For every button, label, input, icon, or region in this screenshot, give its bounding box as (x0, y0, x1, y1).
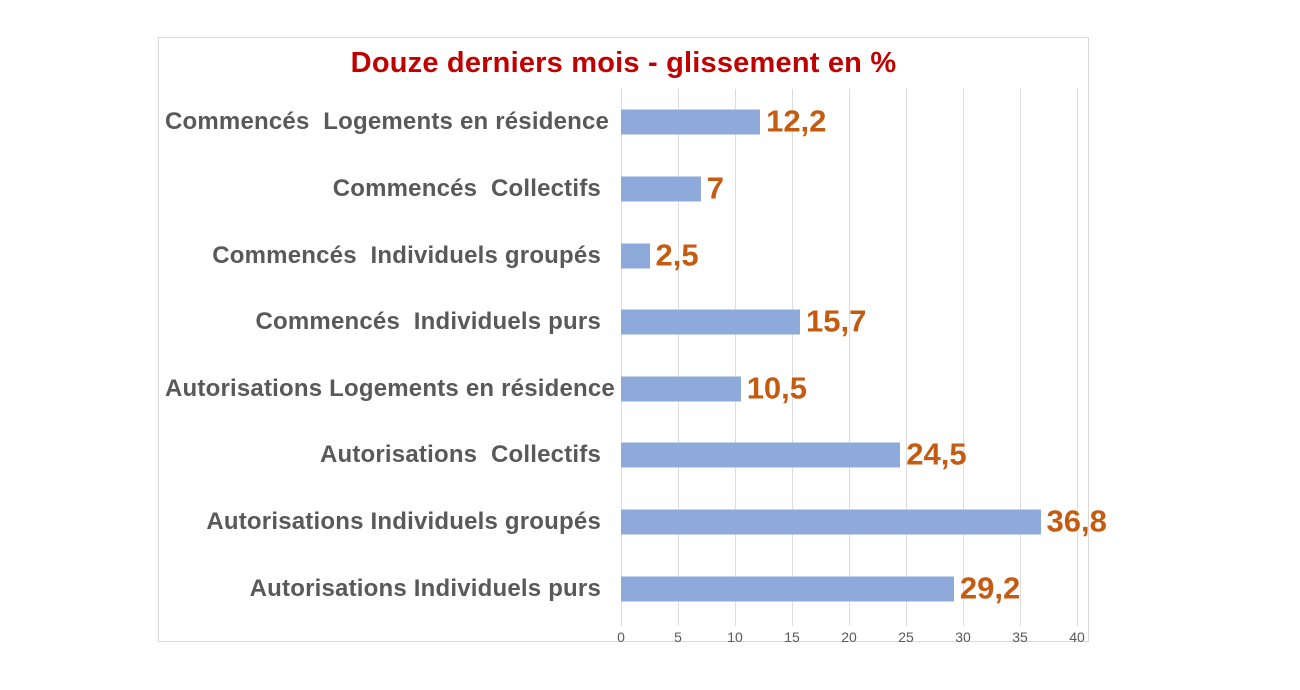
gridline (792, 89, 793, 626)
x-axis-tick-label: 5 (674, 629, 682, 645)
bar (621, 376, 741, 402)
chart-title: Douze derniers mois - glissement en % (350, 47, 897, 79)
value-label: 2,5 (655, 236, 699, 272)
category-label: Commencés Logements en résidence (165, 108, 610, 136)
bar-row: Autorisations Collectifs 24,5 (159, 422, 1088, 489)
bar (621, 576, 954, 602)
x-axis-tick-label: 30 (955, 629, 971, 645)
gridline (1020, 89, 1021, 626)
bar-rows: Commencés Logements en résidence 12,2 Comm… (159, 89, 1107, 622)
category-label: Commencés Collectifs (332, 174, 601, 202)
value-label: 36,8 (1046, 503, 1107, 539)
bar (621, 109, 761, 135)
x-axis-tick-label: 0 (617, 629, 625, 645)
chart-container: Douze derniers mois - glissement en % Co… (158, 37, 1107, 645)
category-label: Autorisations Individuels purs (249, 574, 601, 602)
bar (621, 243, 650, 269)
bar-row: Autorisations Individuels groupés 36,8 (159, 489, 1107, 556)
category-label: Commencés Individuels purs (255, 308, 601, 336)
bar-row: Autorisations Individuels purs 29,2 (159, 555, 1088, 622)
x-axis-tick-label: 15 (784, 629, 800, 645)
x-axis-tick-label: 20 (841, 629, 857, 645)
value-label: 12,2 (766, 103, 827, 139)
gridline (735, 89, 736, 626)
gridline (1077, 89, 1078, 626)
value-label: 15,7 (805, 303, 867, 339)
bar-row: Commencés Collectifs 7 (159, 156, 1088, 223)
x-axis-tick-label: 25 (898, 629, 914, 645)
bar-row: Commencés Individuels purs 15,7 (159, 289, 1088, 356)
category-label: Commencés Individuels groupés (212, 241, 601, 269)
gridline (906, 89, 907, 626)
bar (621, 442, 901, 468)
category-label: Autorisations Individuels groupés (206, 508, 601, 536)
bar (621, 309, 800, 335)
gridline (621, 89, 622, 626)
gridline (963, 89, 964, 626)
plot-area (159, 38, 1088, 641)
category-label: Autorisations Logements en résidence (165, 374, 615, 402)
gridline (678, 89, 679, 626)
x-axis-tick-label: 40 (1069, 629, 1085, 645)
category-label: Autorisations Collectifs (319, 441, 601, 469)
x-axis-tick-label: 10 (727, 629, 743, 645)
x-axis: 0 5 10 15 20 25 30 35 40 (159, 629, 1088, 649)
value-label: 24,5 (906, 436, 967, 472)
bar (621, 509, 1041, 535)
gridline (849, 89, 850, 626)
bar-row: Autorisations Logements en résidence 10,5 (159, 356, 1088, 423)
value-label: 29,2 (959, 569, 1021, 605)
value-label: 7 (706, 170, 725, 206)
bar (621, 176, 701, 202)
value-label: 10,5 (746, 370, 808, 406)
x-axis-tick-label: 35 (1012, 629, 1028, 645)
bar-row: Commencés Individuels groupés 2,5 (159, 222, 1088, 289)
bar-row: Commencés Logements en résidence 12,2 (159, 89, 1088, 156)
